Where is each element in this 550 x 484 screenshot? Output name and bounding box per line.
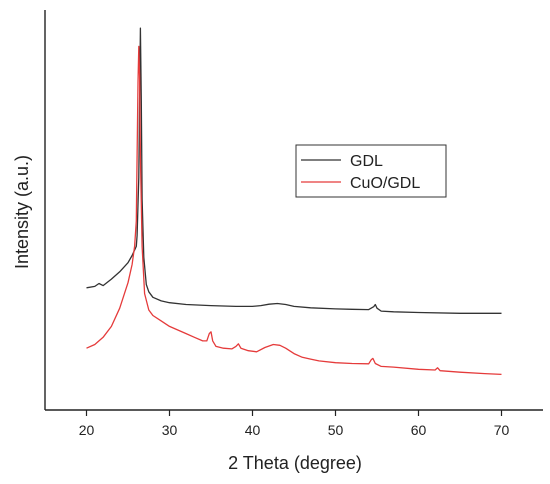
x-tick-label: 60: [411, 422, 427, 438]
series-line-cuo-gdl: [86, 45, 502, 376]
legend: GDL CuO/GDL: [295, 144, 447, 198]
x-tick-label: 50: [328, 422, 344, 438]
x-axis-title: 2 Theta (degree): [228, 453, 362, 473]
x-tick-label: 20: [79, 422, 95, 438]
series-lines: [86, 27, 502, 376]
x-tick-label: 70: [494, 422, 510, 438]
legend-box: [295, 144, 447, 198]
x-tick-label: 30: [162, 422, 178, 438]
x-tick-label: 40: [245, 422, 261, 438]
y-axis-title: Intensity (a.u.): [12, 155, 32, 269]
series-line-gdl: [86, 27, 502, 314]
legend-label-cuo-gdl: CuO/GDL: [350, 175, 420, 192]
tick-marks: 20 30 40 50 60 70: [79, 410, 510, 438]
axes: [44, 10, 543, 411]
legend-label-gdl: GDL: [350, 153, 383, 170]
